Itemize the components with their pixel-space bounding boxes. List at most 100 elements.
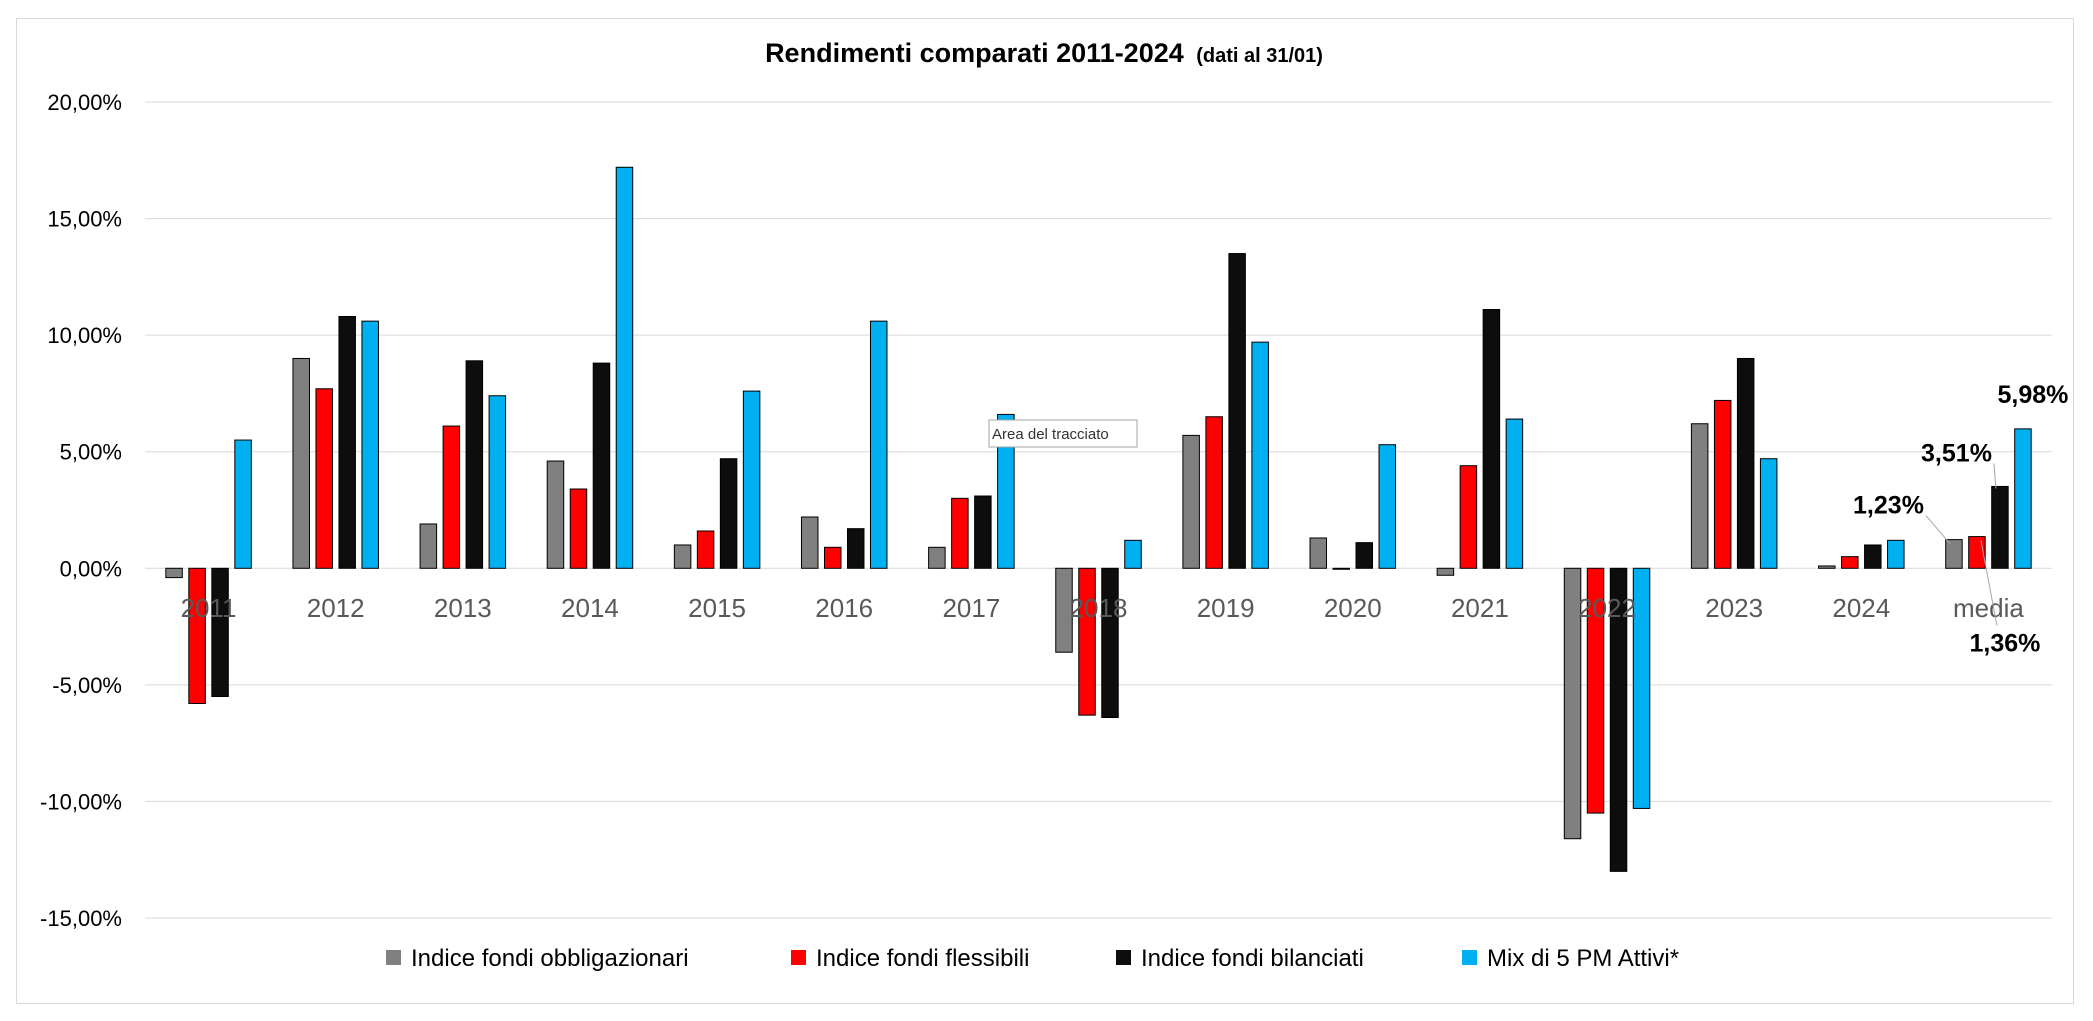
bar-2019-0: [1182, 434, 1200, 569]
bar-2024-2: [1864, 544, 1882, 569]
bar-2019-2: [1228, 253, 1246, 569]
bar-2023-3: [1759, 458, 1778, 569]
x-tick-label: 2017: [942, 593, 1000, 623]
bar-2011-0: [165, 567, 183, 579]
data-labels: 1,23% 1,36% 3,51% 5,98%: [1853, 381, 2068, 658]
legend: Indice fondi obbligazionari Indice fondi …: [386, 945, 1679, 972]
bar-2017-0: [928, 546, 946, 569]
x-tick-label: 2021: [1451, 593, 1509, 623]
x-tick-label: 2018: [1070, 593, 1128, 623]
bar-2015-3: [742, 390, 761, 569]
bar-2018-0: [1055, 567, 1073, 653]
bar-2020-2: [1355, 542, 1374, 569]
bar-media-0: [1945, 539, 1963, 569]
bar-2013-1: [442, 425, 461, 569]
bar-2017-3: [997, 413, 1015, 569]
y-tick-label: 5,00%: [60, 440, 122, 465]
bar-2012-0: [292, 357, 310, 569]
legend-swatch: [386, 950, 401, 965]
bar-2018-3: [1124, 539, 1142, 569]
bar-2017-1: [951, 497, 969, 569]
bar-2019-1: [1205, 416, 1223, 569]
y-axis-ticks: 20,00% 15,00% 10,00% 5,00% 0,00% -5,00% -10,00…: [40, 90, 122, 931]
y-tick-label: -15,00%: [40, 906, 122, 931]
bar-2023-0: [1690, 423, 1709, 569]
legend-label: Indice fondi bilanciati: [1141, 945, 1364, 972]
bar-2011-2: [211, 567, 229, 698]
bar-2016-1: [823, 546, 842, 569]
x-tick-label: 2011: [181, 593, 237, 623]
chart-title-main: Rendimenti comparati 2011-2024: [765, 38, 1184, 68]
x-tick-label: 2012: [307, 593, 365, 623]
chart-title: Rendimenti comparati 2011-2024 (dati al …: [765, 38, 1323, 68]
x-tick-label: 2020: [1324, 593, 1382, 623]
bar-2015-1: [696, 530, 715, 569]
legend-label: Indice fondi flessibili: [816, 945, 1029, 972]
x-tick-label: 2015: [688, 593, 746, 623]
y-tick-label: -5,00%: [52, 673, 122, 698]
x-tick-label: 2013: [434, 593, 492, 623]
bar-2016-0: [800, 516, 819, 569]
legend-swatch: [1462, 950, 1477, 965]
x-tick-label: media: [1953, 593, 2024, 623]
bar-2014-1: [569, 488, 588, 569]
bar-2021-2: [1482, 308, 1501, 569]
y-tick-label: 20,00%: [47, 90, 122, 115]
bar-2023-1: [1713, 399, 1732, 569]
bar-2012-3: [361, 320, 379, 569]
bar-2013-0: [419, 523, 438, 569]
bar-2014-2: [592, 362, 611, 569]
bar-2019-3: [1251, 341, 1269, 569]
y-tick-label: 15,00%: [47, 207, 122, 232]
bar-2016-2: [846, 528, 865, 569]
legend-swatch: [1116, 950, 1131, 965]
x-tick-label: 2023: [1705, 593, 1763, 623]
x-tick-label: 2019: [1197, 593, 1255, 623]
bar-2017-2: [974, 495, 992, 569]
x-tick-label: 2016: [815, 593, 873, 623]
bar-2011-3: [234, 439, 252, 569]
leader-line: [1980, 540, 1998, 626]
bar-2016-3: [869, 320, 888, 569]
bar-2022-0: [1563, 567, 1582, 840]
x-axis-ticks: 2011 2012 2013 2014 2015 2016 2017 2018 2019 2020…: [181, 593, 2025, 623]
bar-2021-3: [1505, 418, 1524, 569]
bar-2024-0: [1818, 565, 1836, 569]
bar-2022-2: [1609, 567, 1628, 872]
legend-label: Mix di 5 PM Attivi*: [1487, 945, 1679, 972]
bar-2015-2: [719, 458, 738, 569]
x-tick-label: 2014: [561, 593, 619, 623]
bar-2011-1: [188, 567, 206, 705]
y-tick-label: -10,00%: [40, 789, 122, 814]
bar-2014-3: [615, 166, 634, 569]
bar-media-2: [1991, 485, 2009, 569]
bar-2024-3: [1887, 539, 1905, 569]
bar-2020-3: [1378, 444, 1397, 569]
bar-2022-3: [1632, 567, 1651, 809]
leader-line: [1925, 515, 1951, 544]
bar-media-1: [1968, 536, 1986, 569]
legend-label: Indice fondi obbligazionari: [411, 945, 689, 972]
bar-2012-1: [315, 388, 333, 569]
bar-2014-0: [546, 460, 565, 569]
data-label: 5,98%: [1997, 381, 2068, 409]
bar-2013-2: [465, 360, 484, 569]
bar-2020-1: [1332, 567, 1351, 570]
data-label: 1,36%: [1969, 630, 2040, 658]
bar-2015-0: [673, 544, 692, 569]
bar-2018-2: [1101, 567, 1119, 718]
bar-media-3: [2014, 428, 2032, 569]
legend-swatch: [791, 950, 806, 965]
chart-subtitle: (dati al 31/01): [1196, 45, 1323, 67]
y-tick-label: 0,00%: [60, 556, 122, 581]
bar-2021-1: [1459, 465, 1478, 569]
bar-2013-3: [488, 395, 507, 569]
x-tick-label: 2024: [1832, 593, 1890, 623]
y-tick-label: 10,00%: [47, 323, 122, 348]
bar-2018-1: [1078, 567, 1096, 716]
bar-2020-0: [1309, 537, 1328, 569]
data-label: 1,23%: [1853, 492, 1924, 520]
data-label: 3,51%: [1921, 439, 1992, 467]
leader-line: [1993, 463, 1997, 489]
bar-2012-2: [338, 315, 356, 569]
